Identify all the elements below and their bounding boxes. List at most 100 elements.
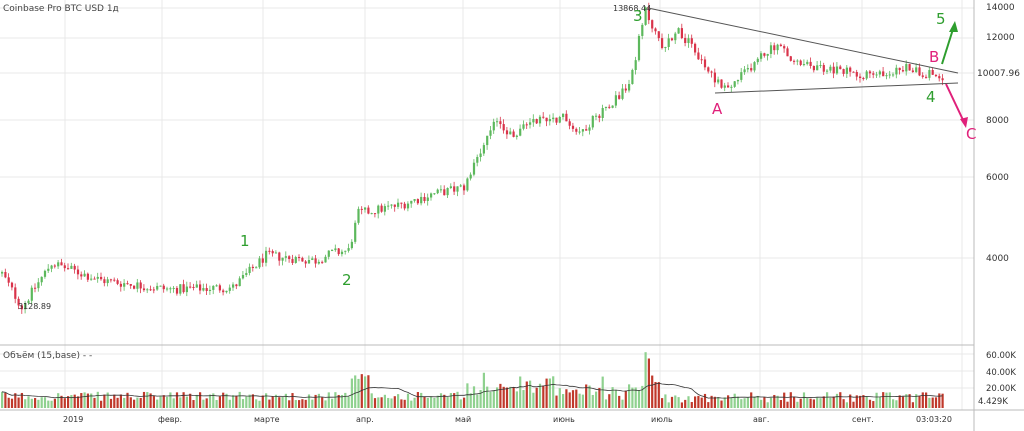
candle-body bbox=[637, 35, 641, 61]
date-tick-mar: марте bbox=[254, 415, 280, 424]
candlestick-series bbox=[1, 2, 944, 314]
volume-bar bbox=[225, 393, 228, 408]
volume-bar bbox=[852, 401, 855, 408]
candle-body bbox=[456, 186, 459, 192]
candle-body bbox=[852, 71, 855, 73]
volume-bar bbox=[862, 395, 865, 408]
volume-bar bbox=[690, 402, 693, 408]
volume-bar bbox=[717, 397, 720, 408]
volume-bar bbox=[156, 399, 159, 408]
volume-bar bbox=[918, 395, 921, 408]
volume-bar bbox=[347, 396, 350, 408]
volume-bar bbox=[86, 393, 89, 408]
candle-body bbox=[878, 71, 881, 75]
volume-bar bbox=[684, 399, 687, 408]
volume-bar bbox=[575, 389, 578, 408]
candle-body bbox=[776, 44, 779, 51]
volume-bar bbox=[680, 402, 683, 408]
candle-body bbox=[294, 257, 297, 263]
candle-body bbox=[123, 283, 126, 287]
candle-body bbox=[149, 289, 152, 291]
candle-body bbox=[251, 266, 254, 269]
volume-bar bbox=[208, 394, 212, 408]
volume-bar bbox=[172, 398, 175, 408]
volume-bar bbox=[842, 399, 845, 408]
volume-bar bbox=[410, 400, 413, 408]
volume-bar bbox=[324, 400, 327, 408]
volume-bar bbox=[750, 392, 753, 408]
candle-body bbox=[195, 284, 198, 288]
volume-bar bbox=[397, 394, 400, 408]
candle-body bbox=[40, 276, 43, 283]
candle-body bbox=[169, 288, 172, 290]
candle-body bbox=[446, 188, 449, 196]
candle-body bbox=[568, 121, 571, 126]
volume-bar bbox=[647, 358, 650, 408]
candle-body bbox=[928, 70, 931, 78]
volume-bar bbox=[232, 395, 235, 408]
candle-body bbox=[680, 28, 683, 39]
volume-bar bbox=[182, 392, 185, 408]
volume-bar bbox=[555, 395, 558, 408]
candle-body bbox=[57, 262, 60, 267]
candle-body bbox=[670, 38, 674, 41]
date-tick-aug: авг. bbox=[753, 415, 769, 424]
volume-bar bbox=[552, 376, 555, 408]
volume-bar bbox=[538, 383, 542, 408]
candle-body bbox=[505, 130, 509, 135]
candle-body bbox=[205, 288, 208, 291]
volume-bar bbox=[921, 392, 924, 408]
candle-body bbox=[255, 267, 258, 269]
candle-body bbox=[674, 33, 677, 41]
candle-body bbox=[753, 62, 756, 71]
volume-bar bbox=[255, 399, 258, 408]
candle-body bbox=[423, 196, 426, 201]
price-tick-12000: 12000 bbox=[986, 33, 1015, 43]
candle-body bbox=[175, 287, 179, 294]
candle-body bbox=[268, 250, 271, 252]
volume-bar bbox=[614, 389, 617, 408]
volume-bar bbox=[327, 392, 330, 408]
volume-bar bbox=[73, 394, 76, 408]
candle-body bbox=[703, 59, 707, 68]
candle-body bbox=[512, 131, 515, 137]
candle-body bbox=[562, 113, 565, 117]
volume-bar bbox=[773, 394, 776, 408]
volume-bar bbox=[265, 393, 268, 408]
volume-bar bbox=[882, 392, 885, 408]
candle-body bbox=[611, 105, 614, 108]
volume-bar bbox=[562, 394, 565, 408]
candle-body bbox=[743, 69, 746, 73]
candle-body bbox=[469, 174, 472, 179]
volume-bar bbox=[634, 387, 637, 408]
candle-body bbox=[641, 24, 644, 36]
volume-bar bbox=[885, 392, 888, 408]
candle-body bbox=[499, 121, 502, 125]
candle-body bbox=[677, 28, 680, 34]
candle-body bbox=[700, 59, 703, 61]
volume-bar bbox=[119, 394, 122, 408]
candle-body bbox=[604, 106, 608, 109]
wave-label-2: 2 bbox=[342, 271, 352, 289]
volume-bar bbox=[53, 398, 56, 408]
price-tick-14000: 14000 bbox=[986, 3, 1015, 13]
candle-body bbox=[334, 248, 337, 251]
volume-bar bbox=[60, 395, 63, 408]
volume-bar bbox=[281, 396, 284, 408]
volume-bar bbox=[83, 392, 86, 408]
candle-body bbox=[855, 71, 858, 77]
volume-bar bbox=[482, 372, 485, 408]
candle-body bbox=[400, 202, 403, 204]
volume-bar bbox=[796, 401, 799, 408]
volume-bar bbox=[360, 374, 363, 408]
volume-bar bbox=[133, 399, 136, 408]
candle-body bbox=[129, 284, 132, 286]
candle-body bbox=[387, 205, 390, 207]
volume-bar bbox=[274, 394, 278, 408]
volume-bar bbox=[898, 395, 901, 408]
volume-bar bbox=[839, 392, 842, 408]
volume-bar bbox=[931, 397, 934, 408]
candle-body bbox=[796, 60, 799, 62]
upper-trendline bbox=[647, 7, 959, 74]
candle-body bbox=[4, 272, 7, 278]
